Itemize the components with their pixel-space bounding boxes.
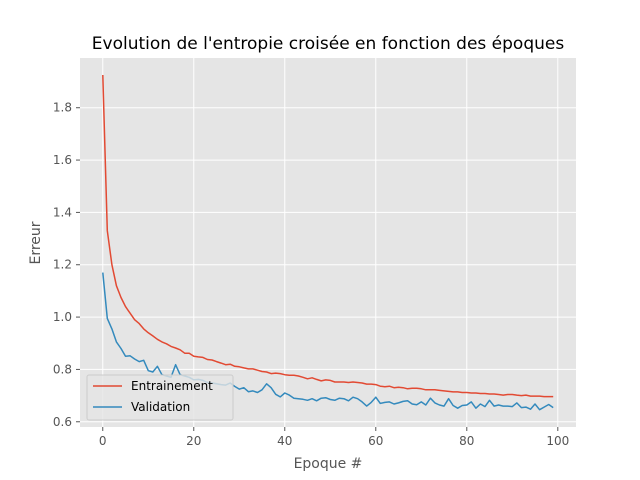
series-line-entrainement	[102, 74, 554, 398]
y-tick-label: 1.8	[53, 101, 72, 115]
y-tick-label: 1.4	[53, 205, 72, 219]
legend-box	[86, 374, 234, 421]
chart-title: Evolution de l'entropie croisée en fonct…	[92, 34, 565, 54]
y-tick-label: 0.8	[53, 362, 72, 376]
y-axis-label: Erreur	[28, 221, 44, 264]
x-tick-label: 20	[186, 434, 201, 448]
plot-area	[80, 58, 576, 427]
y-tick-label: 0.6	[53, 415, 72, 429]
legend: Entrainement Validation	[86, 374, 234, 421]
x-axis-label: Epoque #	[294, 456, 363, 472]
grid	[80, 58, 576, 427]
x-axis: 0 20 40 60 80 100	[99, 427, 569, 448]
y-tick-label: 1.0	[53, 310, 72, 324]
y-tick-label: 1.6	[53, 153, 72, 167]
series-line-validation	[102, 272, 554, 411]
legend-label-entrainement: Entrainement	[131, 379, 213, 393]
x-tick-label: 80	[459, 434, 474, 448]
y-tick-label: 1.2	[53, 258, 72, 272]
series-layer	[102, 74, 554, 411]
x-tick-label: 100	[546, 434, 569, 448]
x-tick-label: 40	[277, 434, 292, 448]
x-tick-label: 0	[99, 434, 107, 448]
y-axis: 0.6 0.8 1.0 1.2 1.4 1.6 1.8	[53, 101, 80, 429]
x-tick-label: 60	[368, 434, 383, 448]
legend-label-validation: Validation	[131, 400, 190, 414]
